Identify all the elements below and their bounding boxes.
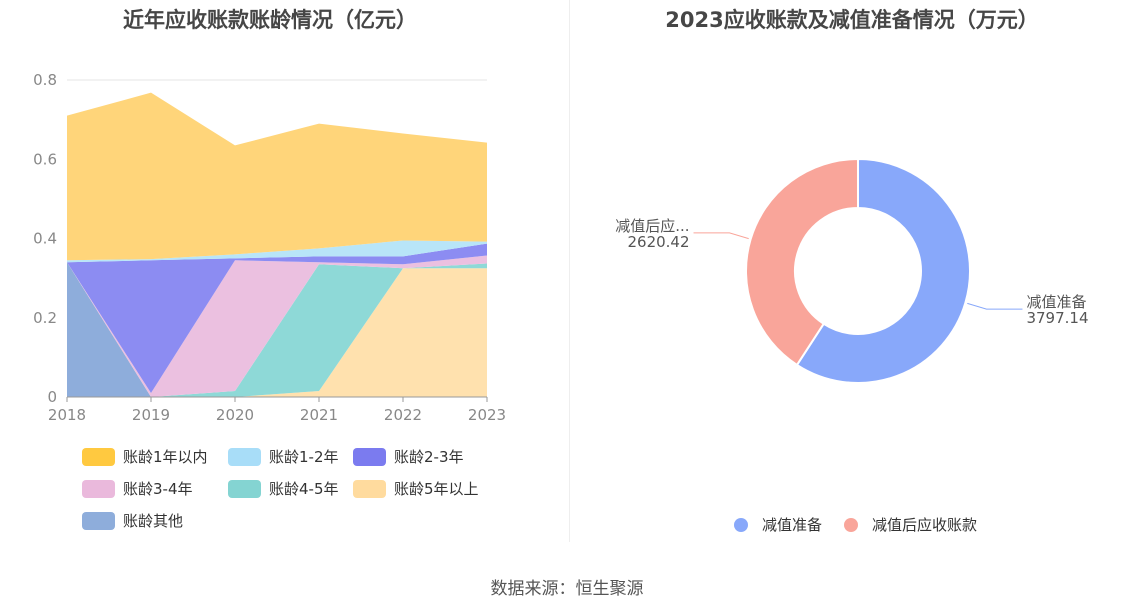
x-tick-label: 2019 [132,406,170,424]
legend-item[interactable]: 账龄2-3年 [353,446,464,467]
y-tick-label: 0.4 [33,230,57,248]
x-tick-label: 2021 [300,406,338,424]
legend-swatch [82,479,115,498]
legend-swatch [353,479,386,498]
legend-label: 账龄1-2年 [269,448,339,466]
x-tick-label: 2018 [48,406,86,424]
legend-label: 账龄1年以内 [123,448,208,466]
area-series-5 [67,240,487,263]
x-tick-label: 2022 [384,406,422,424]
legend-item[interactable]: 账龄1年以内 [82,446,208,467]
legend-item[interactable]: 账龄其他 [82,510,183,531]
donut-slice-0[interactable] [795,157,971,384]
legend-item[interactable]: 账龄3-4年 [82,478,193,499]
legend-label: 账龄4-5年 [269,480,339,498]
area-series-6 [67,92,487,261]
legend-item[interactable]: 账龄5年以上 [353,478,479,499]
area-series-3 [67,255,487,397]
donut-chart-title: 2023应收账款及减值准备情况（万元） [665,8,1039,32]
legend-label: 账龄2-3年 [394,448,464,466]
legend-swatch [82,447,115,466]
legend-label: 账龄其他 [123,512,184,530]
panel-divider [569,0,570,542]
y-tick-label: 0.6 [33,150,57,168]
slice-value-label: 2620.42 [627,233,689,251]
data-source-note: 数据来源：恒生聚源 [490,579,644,599]
legend-swatch [228,479,261,498]
legend-dot [734,517,748,532]
area-series-2 [67,262,487,397]
x-tick-label: 2020 [216,406,254,424]
legend-swatch [82,511,115,530]
x-tick-label: 2023 [468,406,506,424]
donut-legend-item[interactable]: 减值准备 [734,514,822,535]
area-chart-title: 近年应收账款账龄情况（亿元） [123,8,417,32]
legend-label: 减值后应收账款 [872,516,978,534]
y-tick-label: 0.8 [33,71,57,89]
area-chart: 0 0.2 0.4 0.6 0.8 2018 2019 2020 2021 2022 2023 [33,71,506,424]
slice-label: 减值准备 [1026,293,1086,311]
y-tick-label: 0 [47,388,57,406]
slice-value-label: 3797.14 [1026,309,1088,327]
legend-item[interactable]: 账龄1-2年 [228,446,339,467]
legend-dot [844,517,858,532]
slice-leader-line [693,232,749,240]
legend-swatch [353,447,386,466]
slice-label: 减值后应... [615,217,689,235]
area-series-1 [67,262,487,397]
area-series-4 [67,243,487,394]
donut-legend-item[interactable]: 减值后应收账款 [844,514,977,535]
slice-leader-line [967,302,1023,310]
legend-label: 减值准备 [762,516,823,534]
legend-swatch [228,447,261,466]
donut-slice-1[interactable] [745,157,859,367]
legend-label: 账龄3-4年 [123,480,193,498]
legend-item[interactable]: 账龄4-5年 [228,478,339,499]
area-series-0 [67,262,487,397]
y-tick-label: 0.2 [33,309,57,327]
legend-label: 账龄5年以上 [394,480,479,498]
